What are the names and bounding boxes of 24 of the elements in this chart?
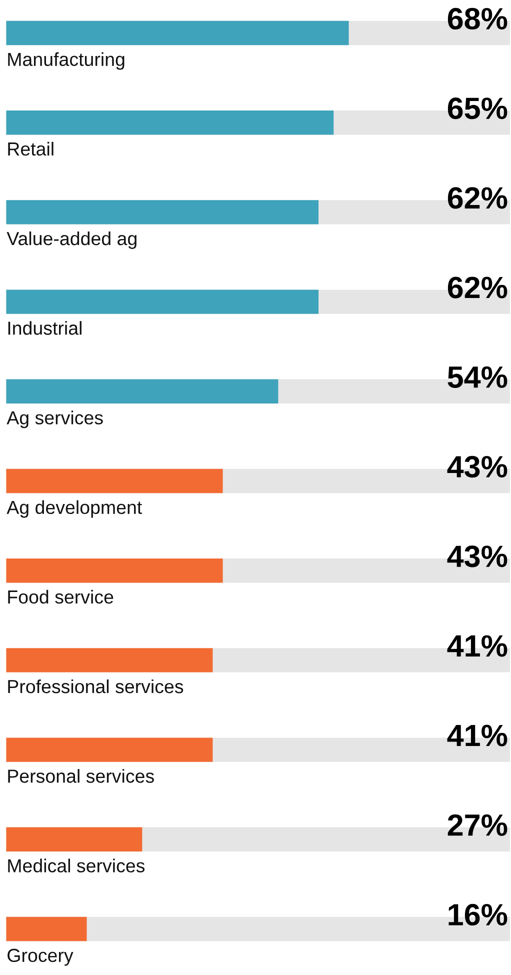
- data-label: 65%: [448, 98, 508, 120]
- data-label: 41%: [447, 724, 508, 746]
- data-label: 41%: [447, 635, 508, 657]
- y-tick-label: Food service: [8, 590, 114, 604]
- y-tick-label: Medical services: [8, 858, 145, 872]
- y-tick-label: Ag services: [6, 410, 103, 428]
- data-label: 43%: [447, 546, 508, 568]
- data-label: 62%: [448, 187, 508, 209]
- data-label: 16%: [448, 904, 508, 926]
- y-tick-label: Manufacturing: [8, 52, 124, 70]
- data-label: 68%: [448, 8, 508, 30]
- bar: [6, 827, 142, 852]
- data-label: 27%: [448, 814, 508, 836]
- y-tick-label: Grocery: [8, 948, 74, 966]
- bar: [6, 916, 87, 942]
- data-label: 62%: [448, 276, 508, 298]
- data-label: 54%: [448, 366, 508, 388]
- data-label: 43%: [447, 456, 508, 478]
- y-tick-label: Ag development: [6, 500, 142, 518]
- y-tick-label: Industrial: [8, 321, 82, 335]
- y-tick-label: Personal services: [8, 769, 154, 783]
- y-tick-label: Professional services: [8, 679, 184, 694]
- y-tick-label: Retail: [8, 142, 54, 156]
- y-tick-label: Value-added ag: [6, 231, 136, 249]
